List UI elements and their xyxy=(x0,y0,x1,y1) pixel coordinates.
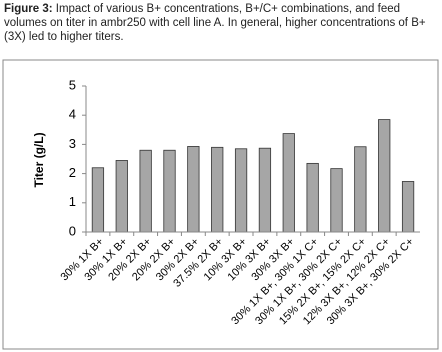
bar xyxy=(211,146,224,233)
bar xyxy=(306,162,319,233)
bar xyxy=(91,167,105,233)
figure-label: Figure 3: xyxy=(4,3,53,15)
y-tick-label: 0 xyxy=(69,223,76,238)
bar xyxy=(258,147,272,233)
y-tick-label: 4 xyxy=(69,107,76,122)
y-tick-label: 5 xyxy=(69,77,76,92)
y-tick-label: 2 xyxy=(69,165,76,180)
bar xyxy=(354,146,367,233)
chart-frame xyxy=(2,59,439,350)
bar xyxy=(378,119,391,233)
caption-text: Impact of various B+ concentrations, B+/… xyxy=(4,3,426,43)
y-tick-label: 3 xyxy=(69,136,76,151)
y-tick-label: 1 xyxy=(69,194,76,209)
y-axis-label: Titer (g/L) xyxy=(32,132,46,187)
bar xyxy=(115,160,128,233)
caption: Figure 3: Impact of various B+ concentra… xyxy=(4,2,436,44)
bar xyxy=(139,149,152,233)
bar xyxy=(401,181,415,233)
bar xyxy=(163,149,176,233)
bar xyxy=(282,133,295,233)
bar xyxy=(234,148,248,233)
bar xyxy=(330,168,343,233)
bar xyxy=(187,146,200,233)
